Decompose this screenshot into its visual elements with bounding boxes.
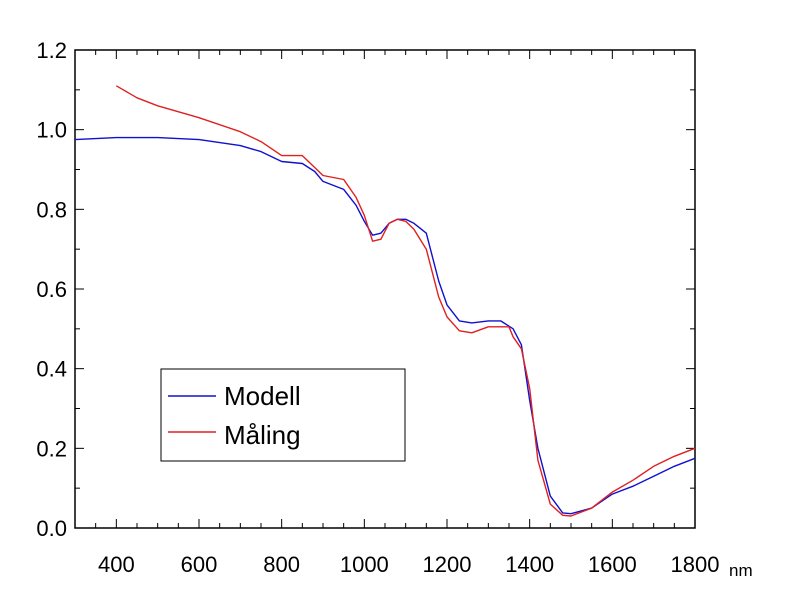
y-axis-tick-labels: 0.0 0.2 0.4 0.6 0.8 1.0 1.2	[36, 38, 67, 541]
y-tick-label: 0.6	[36, 277, 67, 302]
x-tick-label: 1800	[671, 552, 720, 577]
y-tick-label: 1.0	[36, 118, 67, 143]
x-tick-label: 1200	[423, 552, 472, 577]
legend: Modell Måling	[160, 368, 406, 462]
y-tick-label: 1.2	[36, 38, 67, 63]
series-line-maling	[115, 85, 696, 517]
x-tick-label: 1400	[505, 552, 554, 577]
legend-label-modell: Modell	[224, 381, 301, 411]
x-tick-label: 1600	[588, 552, 637, 577]
axis-ticks	[74, 49, 696, 529]
y-tick-label: 0.4	[36, 357, 67, 382]
y-tick-label: 0.2	[36, 436, 67, 461]
x-axis-unit: nm	[729, 561, 753, 580]
y-tick-label: 0.8	[36, 197, 67, 222]
x-axis-tick-labels: 400 600 800 1000 1200 1400 1600 1800	[98, 552, 720, 577]
y-tick-label: 0.0	[36, 516, 67, 541]
legend-box	[160, 368, 406, 462]
x-tick-label: 1000	[340, 552, 389, 577]
series-group	[74, 85, 696, 517]
series-line-modell	[74, 136, 696, 515]
x-tick-label: 600	[181, 552, 218, 577]
x-tick-label: 800	[263, 552, 300, 577]
x-tick-label: 400	[98, 552, 135, 577]
legend-label-maling: Måling	[224, 420, 301, 450]
